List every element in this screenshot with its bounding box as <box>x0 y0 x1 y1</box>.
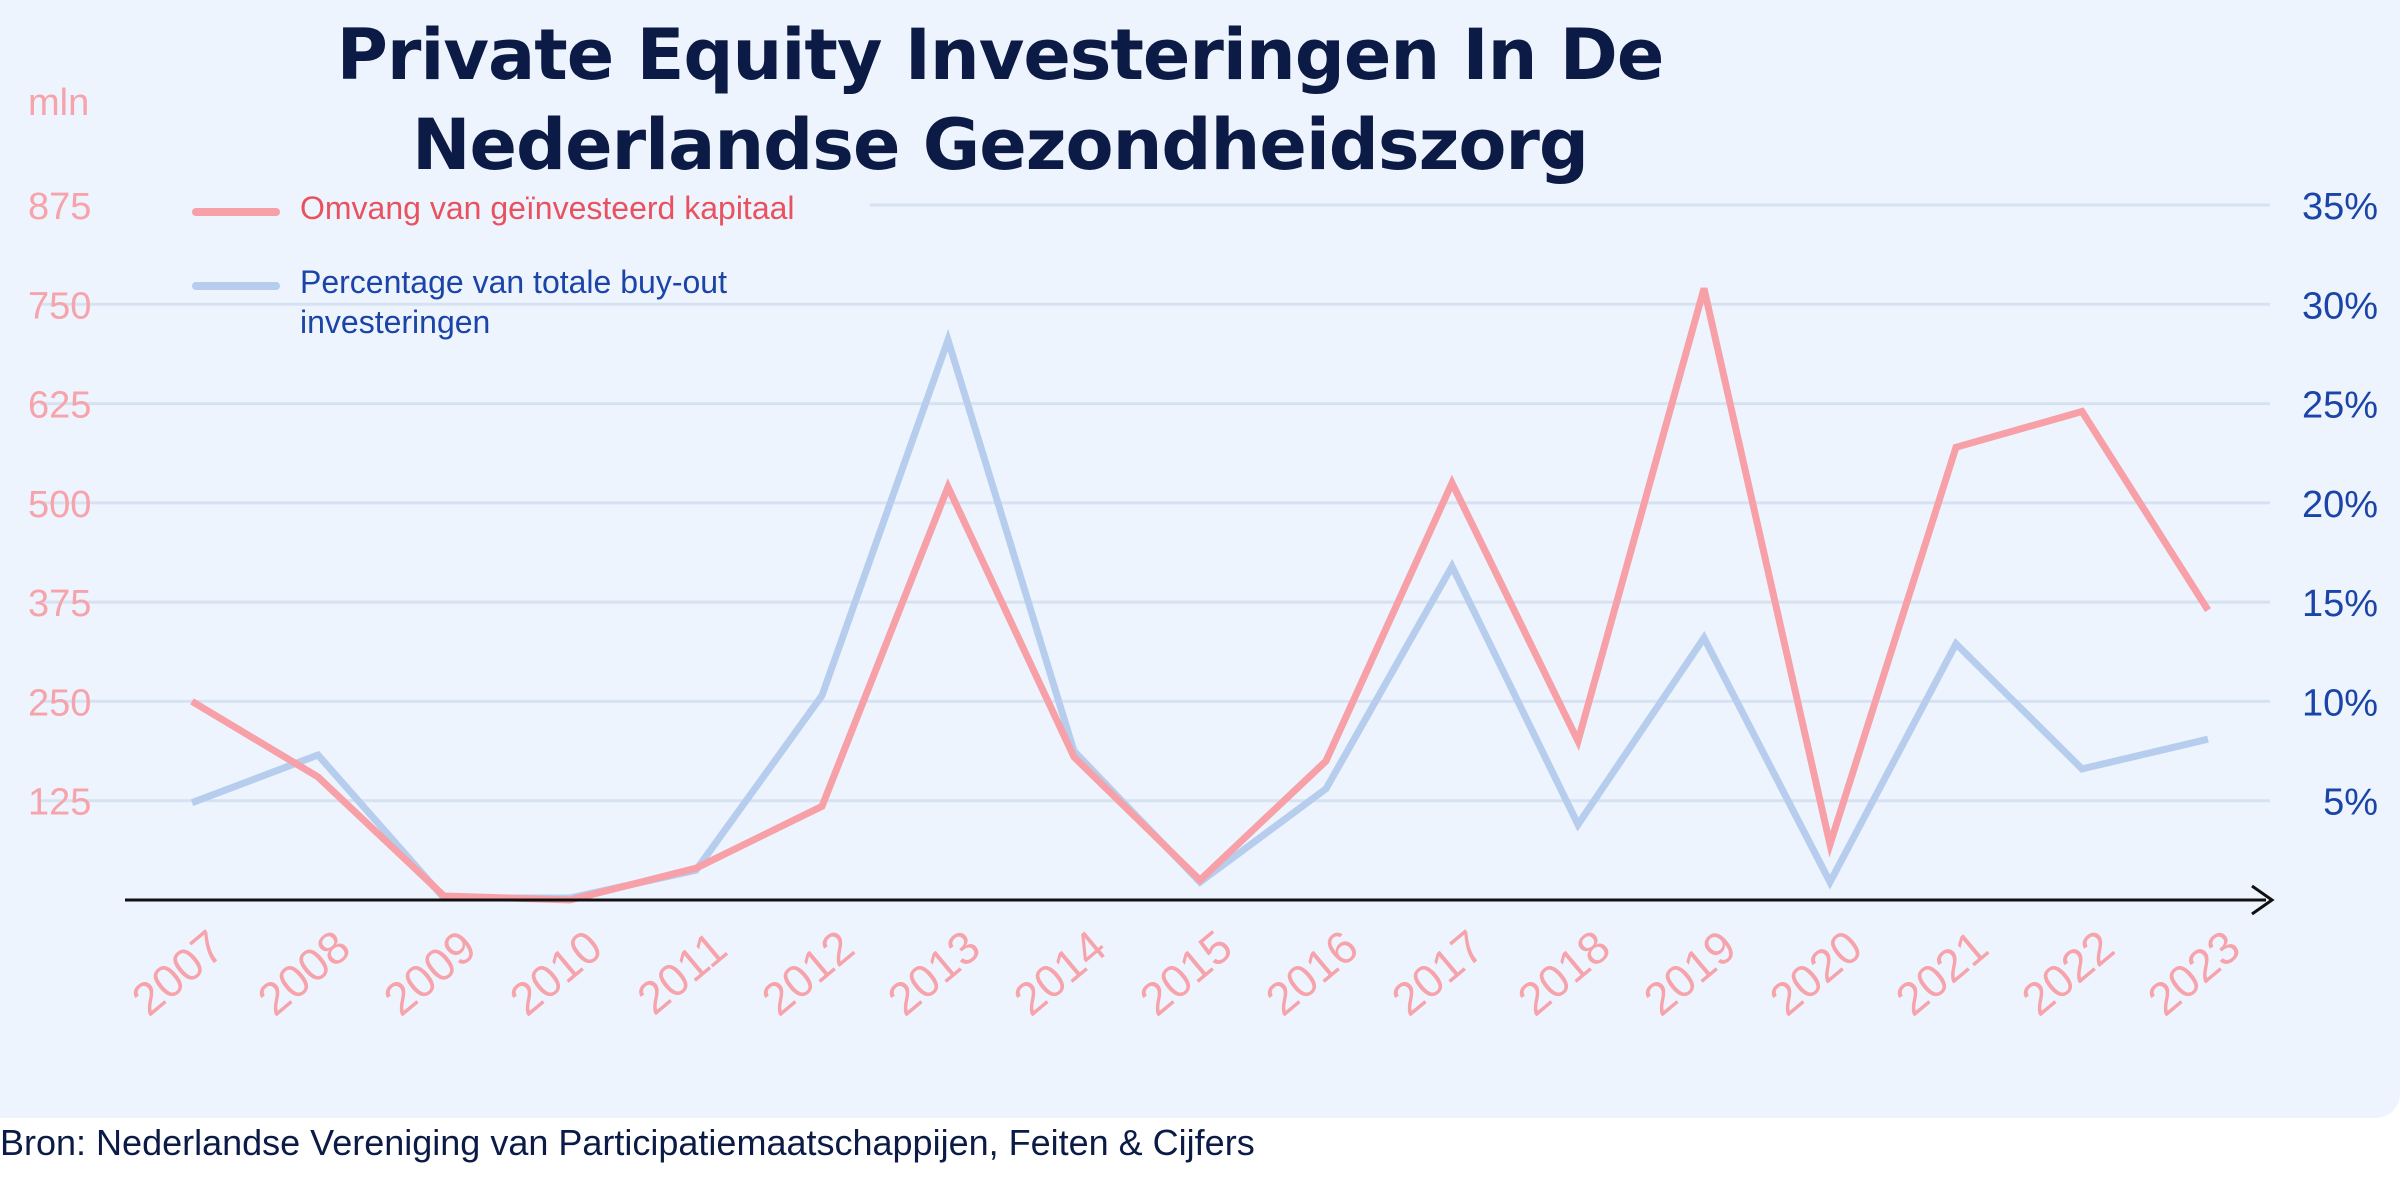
x-axis-arrow-icon <box>2251 884 2275 916</box>
y-left-ticks: 125 250 375 500 625 750 875 <box>28 186 91 824</box>
source-note: Bron: Nederlandse Vereniging van Partici… <box>0 1122 1255 1163</box>
legend-label-primary: Omvang van geïnvesteerd kapitaal <box>300 190 795 226</box>
y-right-tick-label: 15% <box>2302 583 2378 625</box>
x-tick-label: 2016 <box>1256 920 1368 1026</box>
x-tick-label: 2014 <box>1004 920 1116 1026</box>
legend-swatch-primary <box>192 208 280 216</box>
chart-canvas: 125 250 375 500 625 750 875 5% 10% 15% 20% 25% 30% 3… <box>28 186 2378 1026</box>
x-tick-label: 2018 <box>1508 920 1620 1026</box>
x-tick-label: 2011 <box>627 921 736 1024</box>
x-tick-label: 2007 <box>122 920 234 1026</box>
y-right-ticks: 5% 10% 15% 20% 25% 30% 35% <box>2302 186 2378 824</box>
y-left-tick-label: 500 <box>28 484 91 526</box>
x-tick-label: 2019 <box>1634 920 1746 1026</box>
y-right-tick-label: 35% <box>2302 186 2378 228</box>
series-line-primary <box>190 287 2211 904</box>
y-right-tick-label: 5% <box>2323 782 2378 824</box>
y-left-tick-label: 250 <box>28 682 91 724</box>
y-right-tick-label: 25% <box>2302 385 2378 427</box>
chart-title: Private Equity Investeringen In De Neder… <box>336 14 1665 186</box>
y-left-tick-label: 875 <box>28 186 91 228</box>
series-line-secondary <box>190 328 2209 902</box>
series-lines <box>190 287 2211 904</box>
x-tick-label: 2017 <box>1382 920 1494 1026</box>
x-tick-label: 2022 <box>2012 920 2124 1026</box>
y-left-unit-label: mln <box>28 82 90 124</box>
legend-item-secondary: Percentage van totale buy-out investerin… <box>192 262 872 342</box>
x-tick-label: 2008 <box>248 920 360 1026</box>
x-tick-label: 2009 <box>374 920 486 1026</box>
x-tick-label: 2020 <box>1760 920 1872 1026</box>
y-right-tick-label: 20% <box>2302 484 2378 526</box>
y-right-tick-label: 10% <box>2302 682 2378 724</box>
x-tick-label: 2013 <box>878 920 990 1026</box>
y-left-tick-label: 375 <box>28 583 91 625</box>
legend: Omvang van geïnvesteerd kapitaal Percent… <box>192 188 872 376</box>
x-tick-label: 2010 <box>500 920 612 1026</box>
legend-item-primary: Omvang van geïnvesteerd kapitaal <box>192 188 872 228</box>
y-left-tick-label: 625 <box>28 385 91 427</box>
x-tick-label: 2012 <box>752 920 864 1026</box>
x-ticks: 2007 2008 2009 2010 2011 2012 2013 2014 2015 2016… <box>122 920 2250 1026</box>
legend-swatch-secondary <box>192 282 280 290</box>
gridlines <box>40 203 2270 803</box>
x-tick-label: 2021 <box>1886 920 1998 1026</box>
chart-panel <box>0 0 2400 1118</box>
legend-label-secondary: Percentage van totale buy-out investerin… <box>300 264 727 340</box>
y-left-tick-label: 750 <box>28 285 91 327</box>
x-axis <box>125 884 2275 916</box>
y-right-tick-label: 30% <box>2302 285 2378 327</box>
x-tick-label: 2023 <box>2138 920 2250 1026</box>
y-left-tick-label: 125 <box>28 782 91 824</box>
x-tick-label: 2015 <box>1130 920 1242 1026</box>
